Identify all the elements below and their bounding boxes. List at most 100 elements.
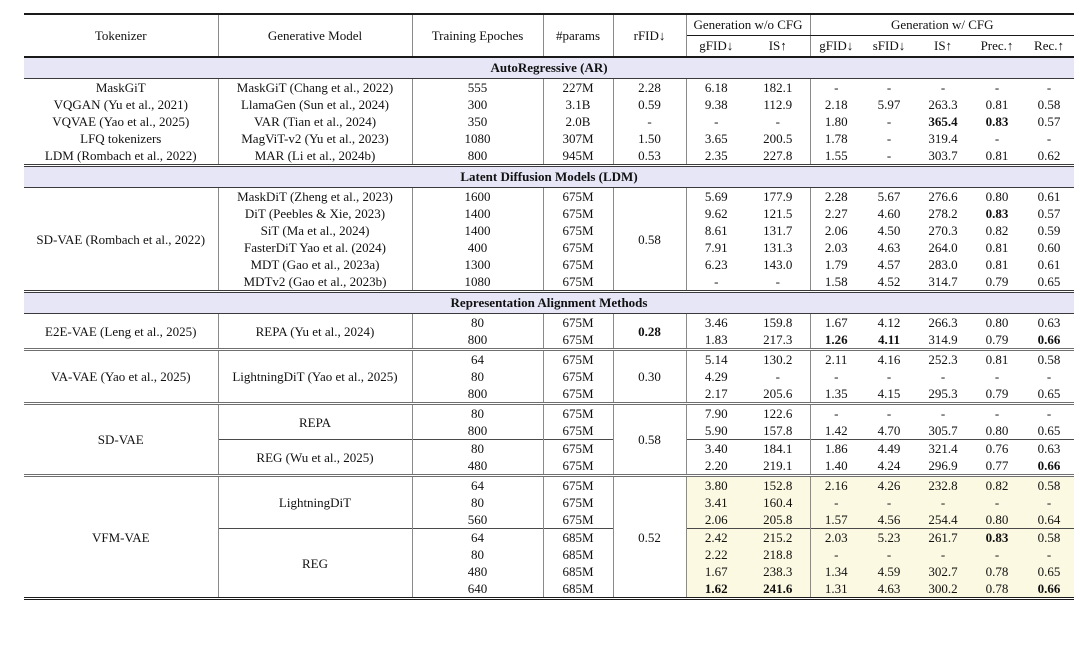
table-cell: 130.2 (746, 348, 811, 368)
table-cell: 640 (412, 580, 544, 599)
table-cell: 0.58 (1037, 97, 1061, 112)
table-row: VQGAN (Yu et al., 2021) LlamaGen (Sun et … (24, 96, 1074, 113)
table-cell: - (886, 80, 892, 95)
table-cell: 4.63 (877, 240, 901, 255)
table-cell: - (834, 80, 839, 95)
table-cell: VQVAE (Yao et al., 2025) (24, 113, 219, 130)
table-cell: 0.81 (985, 257, 1009, 272)
table-row: VQVAE (Yao et al., 2025) VAR (Tian et al.… (24, 113, 1074, 130)
table-cell: 215.2 (746, 528, 811, 546)
table-cell: 159.8 (746, 313, 811, 331)
header-row-metrics: gFID↓ IS↑ gFID↓ sFID↓ IS↑ Prec.↑ Rec.↑ (24, 35, 1075, 58)
table-cell: LlamaGen (Sun et al., 2024) (218, 96, 413, 113)
table-cell: 80 (412, 494, 544, 511)
table-cell: 0.83 (985, 114, 1009, 129)
table-cell: - (810, 402, 863, 422)
table-cell: 305.7 (928, 423, 958, 438)
table-cell: 0.66 (1024, 580, 1075, 599)
table-cell: 0.63 (1024, 439, 1075, 457)
section-band-title: AutoRegressive (AR) (24, 57, 1075, 79)
table-body: AutoRegressive (AR) MaskGiT MaskGiT (Chang… (24, 57, 1075, 599)
group-header-wo-cfg: Generation w/o CFG (686, 14, 811, 36)
table-cell: 0.80 (970, 511, 1025, 529)
table-cell: 80 (412, 439, 544, 457)
table-cell: MaskGiT (Chang et al., 2022) (218, 78, 413, 96)
table-cell: VAR (Tian et al., 2024) (218, 113, 413, 130)
table-cell: VQGAN (Yu et al., 2021) (24, 96, 219, 113)
table-cell: 800 (412, 422, 544, 440)
table-cell: 5.23 (862, 528, 917, 546)
col-header-rfid: rFID↓ (613, 14, 687, 58)
table-cell: 1.83 (704, 332, 728, 347)
table-cell: 0.80 (985, 189, 1009, 204)
results-table: Tokenizer Generative Model Training Epoc… (24, 13, 1075, 600)
table-cell: 0.57 (1037, 114, 1061, 129)
section-band-title: Representation Alignment Methods (24, 290, 1075, 314)
table-cell: 4.52 (877, 274, 901, 289)
table-cell: 1400 (412, 205, 544, 222)
table-cell: LFQ tokenizers (24, 130, 219, 147)
table-cell: 800 (412, 385, 544, 404)
table-row: SD-VAE (Rombach et al., 2022) MaskDiT (Zh… (24, 187, 1074, 292)
table-cell: 675M (543, 256, 614, 273)
table-cell: 0.82 (985, 223, 1009, 238)
table-cell: 5.14 (686, 348, 746, 368)
table-cell: 80 (412, 368, 544, 385)
table-cell: 1.79 (824, 257, 848, 272)
table-cell: 0.76 (970, 439, 1025, 457)
table-cell: 205.6 (746, 385, 811, 404)
table-row: SD-VAE REPA 80 675M 0.58 7.90 122.6- - - - - (24, 402, 1075, 476)
table-cell: MaskGiT (24, 78, 219, 96)
table-cell: 3.41 (686, 494, 746, 511)
table-cell: 3.40 (686, 439, 746, 457)
table-cell: 254.4 (916, 511, 971, 529)
table-cell: 675M (543, 474, 614, 494)
table-cell: REG (Wu et al., 2025) (218, 439, 413, 476)
table-cell: 227M (543, 78, 614, 96)
table-cell: 1400 (412, 222, 544, 239)
table-cell: 675M (543, 494, 614, 511)
table-cell: - (862, 546, 917, 563)
table-cell: 80 (412, 546, 544, 563)
table-cell: 1600 (412, 187, 544, 205)
table-row: 480 675M 2.20 219.1 1.40 4.24 296.9 0.77 0.66 (24, 457, 1074, 476)
table-cell: 555 (412, 78, 544, 96)
table-row: REG (Wu et al., 2025) 80 675M 3.40 184.1 1.86… (24, 439, 1075, 476)
table-cell: 270.3 (928, 223, 958, 238)
table-cell: 0.61 (1037, 257, 1061, 272)
table-cell: 121.5 (746, 205, 811, 222)
table-cell: - (862, 402, 917, 422)
table-cell: 2.11 (810, 348, 863, 368)
table-cell: 4.70 (877, 423, 901, 438)
table-row: VFM-VAE LightningDiT 64 675M 0.52 3.80 152.8 2.… (24, 474, 1075, 599)
table-cell: 480 (412, 563, 544, 580)
table-cell: 238.3 (746, 563, 811, 580)
table-cell: 0.66 (1037, 458, 1061, 473)
table-cell: 2.42 (686, 528, 746, 546)
table-cell: - (714, 114, 719, 129)
table-cell: 4.59 (862, 563, 917, 580)
table-cell: - (886, 148, 892, 163)
table-cell: 2.20 (704, 458, 728, 473)
col-header-gfid-wo-cfg: gFID↓ (686, 35, 746, 58)
table-cell: 675M (543, 239, 614, 256)
table-cell: 3.46 (704, 315, 728, 330)
table-cell: MaskDiT (Zheng et al., 2023) (218, 187, 413, 205)
table-cell: SiT (Ma et al., 2024) (218, 222, 413, 239)
table-cell: - (613, 113, 687, 130)
table-cell: 4.15 (877, 386, 901, 401)
table-cell: MAR (Li et al., 2024b) (218, 147, 413, 166)
table-cell: 1.26 (824, 332, 848, 347)
table-row: LFQ tokenizers MagViT-v2 (Yu et al., 2023… (24, 130, 1074, 147)
table-cell: REG (218, 528, 413, 599)
table-row: 80 685M 2.22 218.8- - - - - (24, 546, 1075, 563)
table-cell: - (1046, 80, 1052, 95)
table-cell: 0.30 (613, 348, 687, 404)
table-cell: 184.1 (746, 439, 811, 457)
table-cell: 0.79 (985, 386, 1009, 401)
table-row: 80 675M 4.29 - - - - - - (24, 368, 1074, 385)
table-cell: 1080 (412, 130, 544, 147)
table-cell: 1.42 (824, 423, 848, 438)
table-cell: 0.64 (1024, 511, 1075, 529)
table-cell: 300 (412, 96, 544, 113)
